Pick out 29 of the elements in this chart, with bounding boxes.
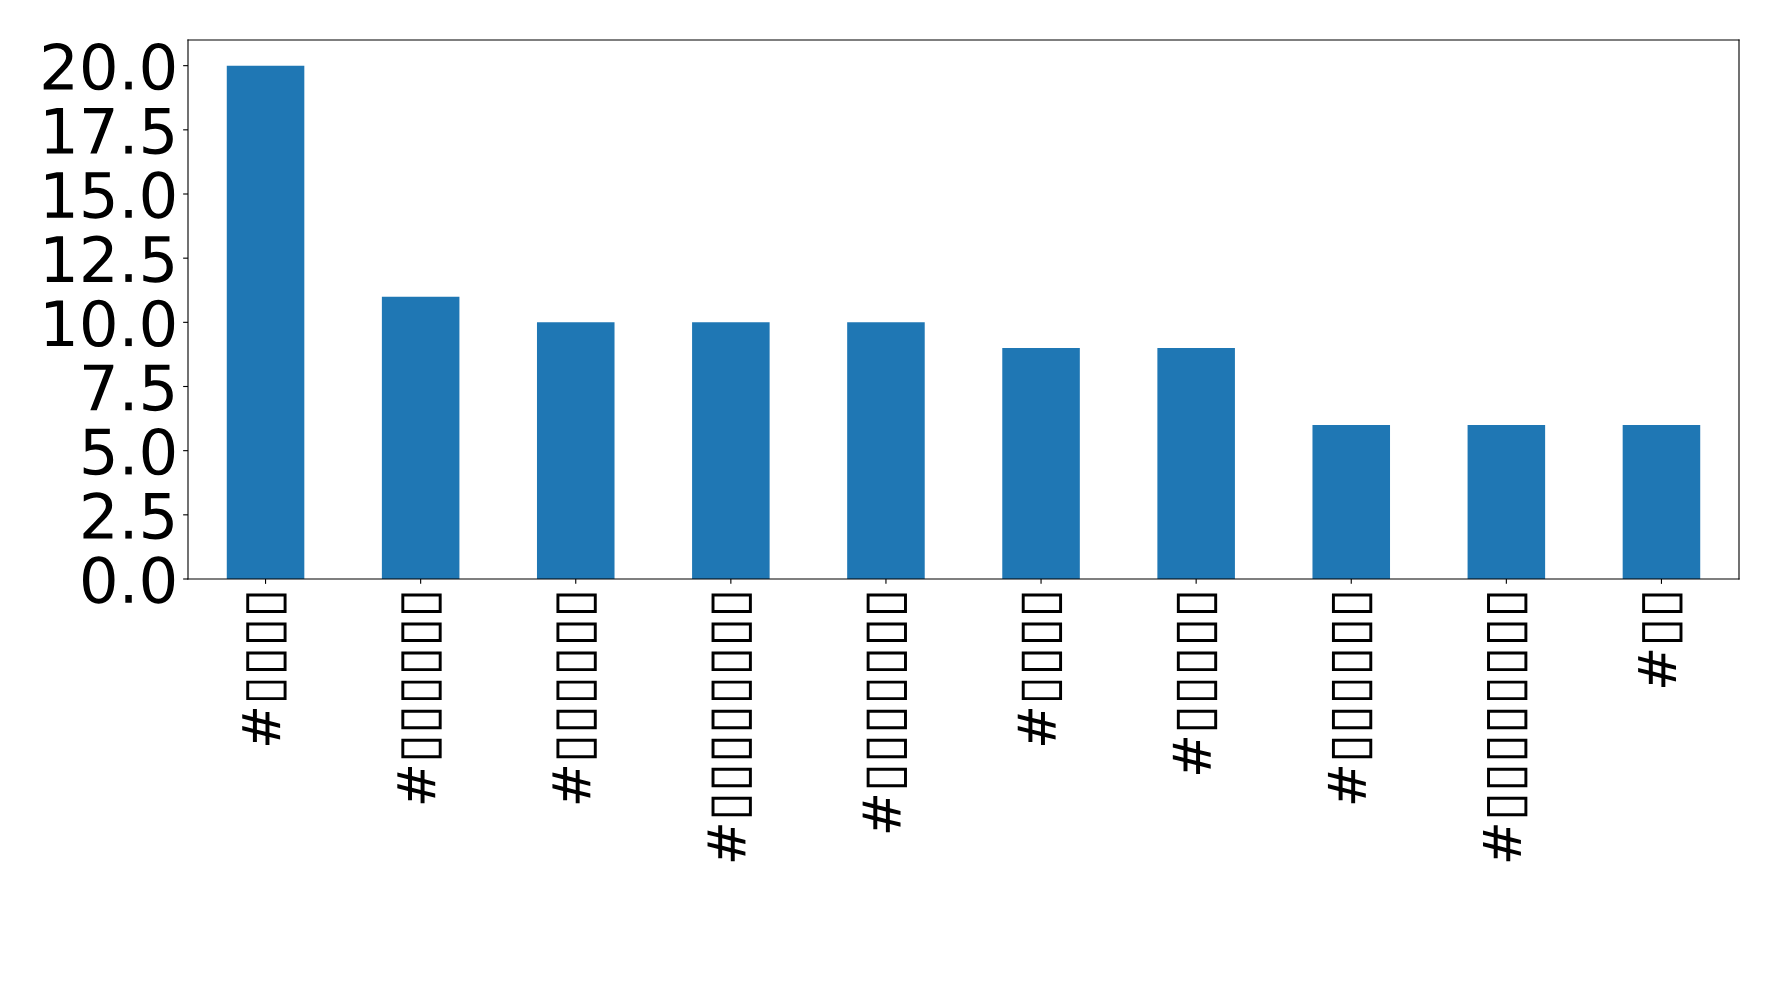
bar [1312,425,1391,579]
x-tick-label: #▯▯▯▯ [242,593,287,746]
x-tick-label: #▯▯▯▯▯▯ [397,593,442,804]
x-tick-label: #▯▯▯▯▯▯ [1327,593,1373,804]
x-tick-label: #▯▯ [1638,593,1683,687]
bar [536,322,615,579]
bar [692,322,770,579]
y-tick-label: 0.0 [83,556,175,604]
bar [1467,425,1546,579]
bar [847,322,925,579]
y-tick-label: 20.0 [43,43,175,91]
bar [226,65,305,579]
bar [1002,348,1080,579]
x-tick-label: #▯▯▯▯▯▯ [552,593,597,804]
x-tick-label: #▯▯▯▯▯▯▯▯ [1483,593,1528,862]
y-tick-label: 17.5 [45,108,173,155]
y-tick-label: 5.0 [83,428,175,476]
y-tick-label: 12.5 [45,235,173,283]
y-tick-label: 7.5 [84,364,173,412]
y-tick-label: 10.0 [45,299,175,347]
y-tick-label: 2.5 [83,492,173,540]
x-tick-label: #▯▯▯▯▯ [1172,593,1218,775]
bar [1622,425,1701,579]
x-tick-label: #▯▯▯▯ [1017,593,1063,746]
x-tick-label: #▯▯▯▯▯▯▯ [862,593,907,833]
x-tick-label: #▯▯▯▯▯▯▯▯ [707,593,752,862]
y-tick-label: 15.0 [45,171,175,219]
bar [381,296,460,579]
bar [1157,348,1235,579]
